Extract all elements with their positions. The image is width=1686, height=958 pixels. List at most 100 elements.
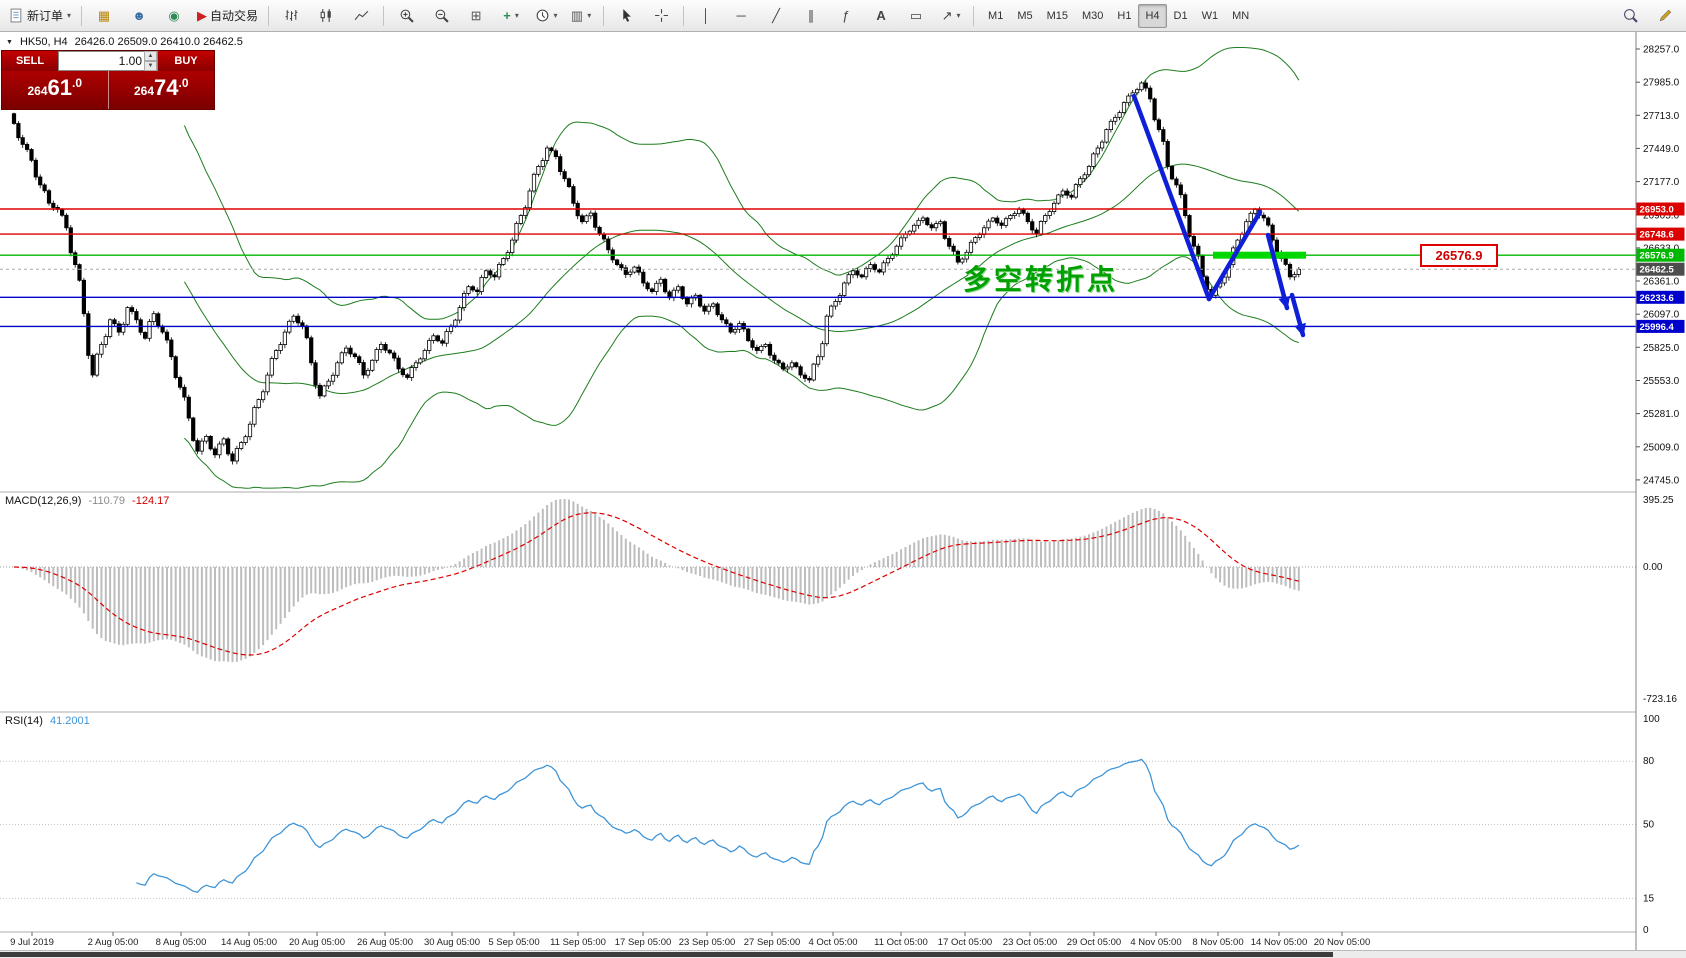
chevron-down-icon: ▾ xyxy=(514,11,519,20)
macd-pane xyxy=(0,499,1636,663)
volume-down-icon[interactable]: ▼ xyxy=(144,61,157,71)
zoom-out-icon xyxy=(435,9,449,23)
rsi-axis-label: 15 xyxy=(1643,893,1655,904)
search-button[interactable] xyxy=(1613,3,1647,29)
trend-arrow[interactable] xyxy=(1289,292,1306,338)
timeframe-H1[interactable]: H1 xyxy=(1117,9,1132,22)
collapse-panel-icon[interactable]: ▼ xyxy=(6,38,13,46)
vertical-line-tool-button[interactable]: │ xyxy=(689,3,723,29)
trendline-tool-button[interactable]: ╱ xyxy=(759,3,793,29)
horizontal-scrollbar[interactable] xyxy=(0,950,1686,958)
chevron-down-icon: ▾ xyxy=(956,11,961,20)
charts-button[interactable]: ▦ xyxy=(87,3,121,29)
date-label: 2 Aug 05:00 xyxy=(88,937,139,948)
price-axis-label: 28257.0 xyxy=(1643,45,1680,56)
macd-signal-value: -124.17 xyxy=(132,495,170,507)
date-label: 26 Aug 05:00 xyxy=(357,937,413,948)
rsi-name: RSI(14) xyxy=(5,715,43,727)
candlestick-mode-button[interactable] xyxy=(309,3,343,29)
date-label: 8 Aug 05:00 xyxy=(156,937,207,948)
crosshair-button[interactable] xyxy=(644,3,678,29)
profile-button[interactable]: ☻ xyxy=(122,3,156,29)
fibonacci-tool-button[interactable]: ƒ xyxy=(829,3,863,29)
macd-axis-label: 395.25 xyxy=(1643,495,1674,506)
zoom-out-button[interactable] xyxy=(424,3,458,29)
timeframe-W1[interactable]: W1 xyxy=(1201,9,1219,22)
price-axis-label: 27985.0 xyxy=(1643,78,1680,89)
rsi-axis-label: 50 xyxy=(1643,820,1655,831)
date-label: 9 Jul 2019 xyxy=(10,937,54,948)
channel-tool-button[interactable]: ∥ xyxy=(794,3,828,29)
bollinger-bands xyxy=(183,47,1300,489)
price-axis-label: 25553.0 xyxy=(1643,376,1680,387)
svg-text:26233.6: 26233.6 xyxy=(1640,293,1674,304)
date-label: 17 Sep 05:00 xyxy=(615,937,672,948)
line-chart-mode-button[interactable] xyxy=(344,3,378,29)
text-tool-button[interactable]: A xyxy=(864,3,898,29)
search-icon xyxy=(1623,9,1638,23)
pencil-icon xyxy=(1659,9,1671,22)
channel-icon: ∥ xyxy=(807,8,815,23)
text-icon: A xyxy=(876,8,886,23)
timeframe-M30[interactable]: M30 xyxy=(1082,9,1104,22)
data-window-button[interactable]: ◉ xyxy=(157,3,191,29)
scrollbar-thumb[interactable] xyxy=(0,952,1333,957)
label-tool-button[interactable]: ▭ xyxy=(899,3,933,29)
auto-trading-button[interactable]: ▶ 自动交易 xyxy=(192,3,263,29)
edit-button[interactable] xyxy=(1648,3,1682,29)
timeframe-MN[interactable]: MN xyxy=(1232,9,1250,22)
timeframe-D1[interactable]: D1 xyxy=(1173,9,1188,22)
toolbar-separator xyxy=(81,5,83,26)
indicators-button[interactable]: + ▾ xyxy=(494,3,528,29)
zoom-in-button[interactable] xyxy=(389,3,423,29)
date-label: 8 Nov 05:00 xyxy=(1192,937,1243,948)
shapes-tool-button[interactable]: ↗ ▾ xyxy=(934,3,968,29)
periods-button[interactable]: ▾ xyxy=(529,3,563,29)
bollinger-upper-band xyxy=(183,47,1300,320)
volume-up-icon[interactable]: ▲ xyxy=(144,51,157,61)
cursor-button[interactable] xyxy=(609,3,643,29)
pane-separators xyxy=(0,491,1686,933)
macd-name: MACD(12,26,9) xyxy=(5,495,82,507)
tile-windows-icon: ⊞ xyxy=(470,8,482,23)
chart-canvas[interactable]: 28257.0 27985.0 27713.0 27449.0 27177.0 26905… xyxy=(0,32,1686,958)
bollinger-lower-band xyxy=(184,256,1299,489)
tile-windows-button[interactable]: ⊞ xyxy=(459,3,493,29)
toolbar-separator xyxy=(603,5,605,26)
trend-arrow[interactable] xyxy=(1206,209,1263,302)
zoom-in-icon xyxy=(400,9,414,23)
auto-trading-icon: ▶ xyxy=(197,8,208,23)
toolbar-separator xyxy=(268,5,270,26)
candlestick-icon xyxy=(320,9,331,22)
new-order-button[interactable]: 新订单 ▾ xyxy=(4,3,76,29)
timeframe-M5[interactable]: M5 xyxy=(1017,9,1033,22)
price-axis-label: 25825.0 xyxy=(1643,343,1680,354)
date-label: 11 Oct 05:00 xyxy=(874,937,928,948)
one-click-top-row: SELL 1.00 ▲ ▼ BUY xyxy=(2,51,214,71)
templates-button[interactable]: ▥ ▾ xyxy=(564,3,598,29)
bollinger-middle-band xyxy=(183,163,1300,395)
price-callout[interactable]: 26576.9 xyxy=(1420,244,1498,267)
timeframe-M1[interactable]: M1 xyxy=(988,9,1004,22)
date-label: 20 Nov 05:00 xyxy=(1314,937,1371,948)
bar-chart-mode-button[interactable] xyxy=(274,3,308,29)
macd-signal-line xyxy=(13,512,1299,656)
buy-button[interactable]: BUY xyxy=(158,51,214,71)
label-icon: ▭ xyxy=(909,8,923,23)
horizontal-line-icon: ─ xyxy=(736,8,746,23)
price-tag-26748.6: 26748.6 xyxy=(1636,227,1685,241)
trend-arrow[interactable] xyxy=(1131,93,1212,302)
chevron-down-icon: ▾ xyxy=(67,11,72,20)
timeframe-M15[interactable]: M15 xyxy=(1046,9,1069,22)
sell-button[interactable]: SELL xyxy=(2,51,58,71)
horizontal-line-tool-button[interactable]: ─ xyxy=(724,3,758,29)
buy-price[interactable]: 264 74.0 xyxy=(133,75,189,100)
chevron-down-icon: ▾ xyxy=(587,11,592,20)
sell-price[interactable]: 264 61.0 xyxy=(2,71,109,109)
volume-value[interactable]: 1.00 xyxy=(118,54,142,68)
timeframe-H4[interactable]: H4 xyxy=(1138,3,1167,28)
arrow-shape-icon: ↗ xyxy=(941,8,953,23)
trend-arrow[interactable] xyxy=(1265,232,1291,311)
volume-stepper[interactable]: 1.00 ▲ ▼ xyxy=(58,51,158,71)
fibonacci-icon: ƒ xyxy=(842,8,850,23)
